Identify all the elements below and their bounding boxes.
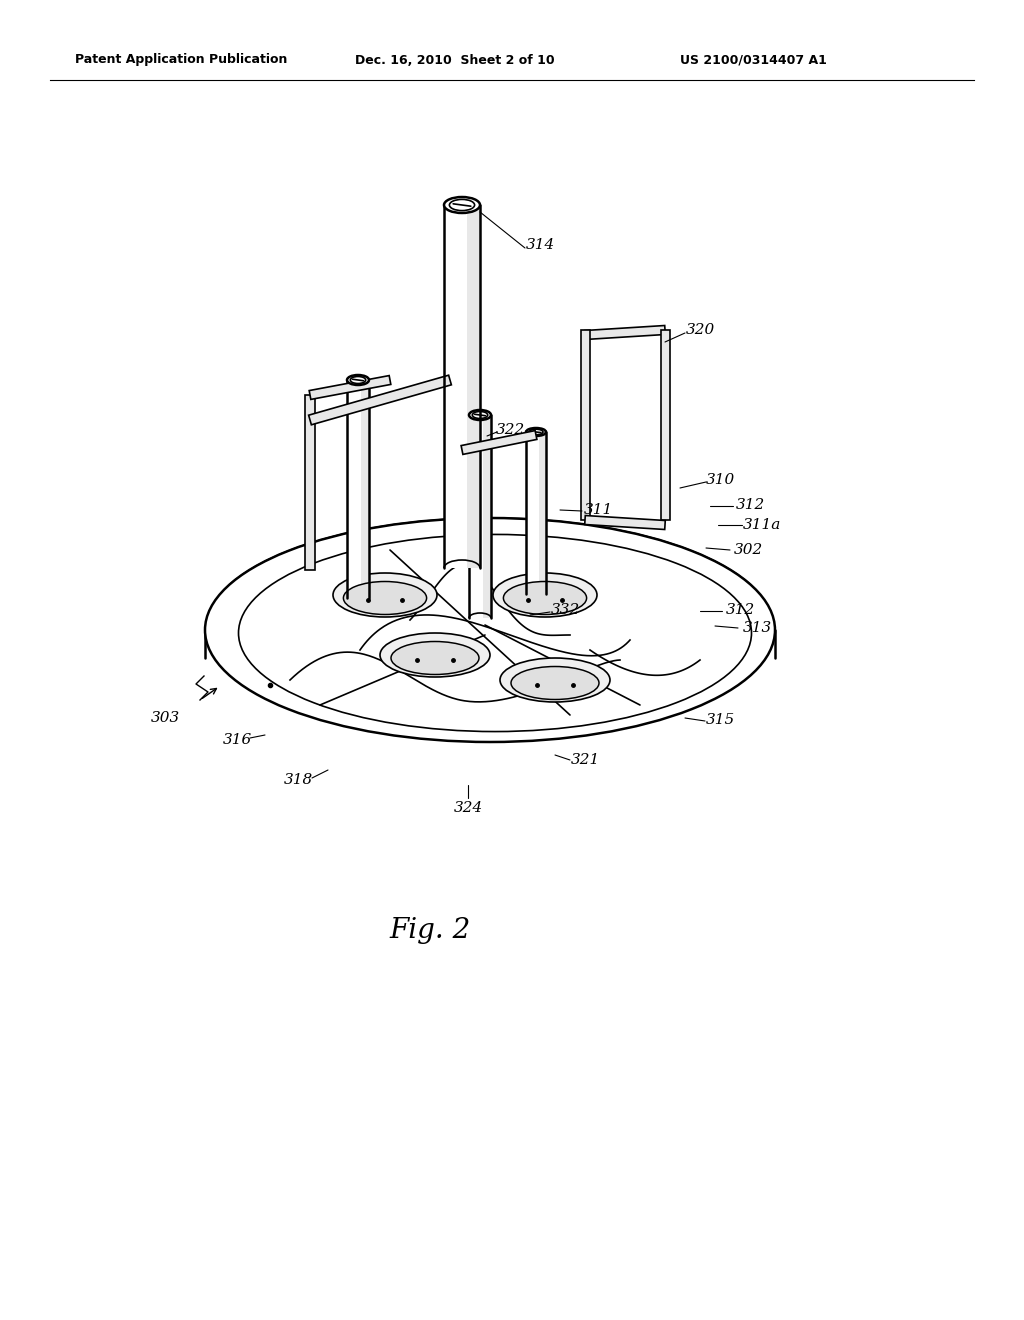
Text: 316: 316: [222, 733, 252, 747]
Polygon shape: [660, 330, 670, 520]
Text: 303: 303: [151, 711, 179, 725]
Ellipse shape: [500, 657, 610, 702]
Ellipse shape: [391, 642, 479, 675]
Text: Fig. 2: Fig. 2: [389, 916, 471, 944]
Text: 312: 312: [735, 498, 765, 512]
Text: 321: 321: [570, 752, 600, 767]
Text: Patent Application Publication: Patent Application Publication: [75, 54, 288, 66]
Polygon shape: [483, 414, 490, 618]
Ellipse shape: [343, 582, 427, 615]
Polygon shape: [585, 326, 666, 339]
Polygon shape: [581, 330, 590, 520]
Text: 320: 320: [685, 323, 715, 337]
Polygon shape: [309, 376, 391, 400]
Text: 315: 315: [706, 713, 734, 727]
Text: Dec. 16, 2010  Sheet 2 of 10: Dec. 16, 2010 Sheet 2 of 10: [355, 54, 555, 66]
Text: 302: 302: [733, 543, 763, 557]
Text: 322: 322: [496, 422, 524, 437]
Text: 313: 313: [742, 620, 772, 635]
Polygon shape: [585, 516, 666, 529]
Ellipse shape: [526, 428, 546, 436]
Polygon shape: [467, 205, 480, 568]
Ellipse shape: [333, 573, 437, 616]
Ellipse shape: [205, 517, 775, 742]
Text: 332: 332: [550, 603, 580, 616]
Text: 324: 324: [454, 801, 482, 814]
Polygon shape: [361, 380, 369, 598]
Text: 310: 310: [706, 473, 734, 487]
Ellipse shape: [347, 375, 369, 385]
Ellipse shape: [380, 634, 490, 677]
Polygon shape: [539, 432, 546, 594]
Text: 311a: 311a: [742, 517, 781, 532]
Polygon shape: [305, 395, 315, 570]
Polygon shape: [444, 205, 480, 568]
Ellipse shape: [511, 667, 599, 700]
Text: US 2100/0314407 A1: US 2100/0314407 A1: [680, 54, 826, 66]
Polygon shape: [308, 375, 452, 425]
Polygon shape: [461, 430, 537, 454]
Ellipse shape: [469, 411, 490, 420]
Polygon shape: [469, 414, 490, 618]
Ellipse shape: [444, 197, 480, 213]
Text: 312: 312: [725, 603, 755, 616]
Ellipse shape: [493, 573, 597, 616]
Polygon shape: [347, 380, 369, 598]
Text: 318: 318: [284, 774, 312, 787]
Polygon shape: [526, 432, 546, 594]
Ellipse shape: [504, 582, 587, 615]
Text: 311: 311: [584, 503, 612, 517]
Text: 314: 314: [525, 238, 555, 252]
